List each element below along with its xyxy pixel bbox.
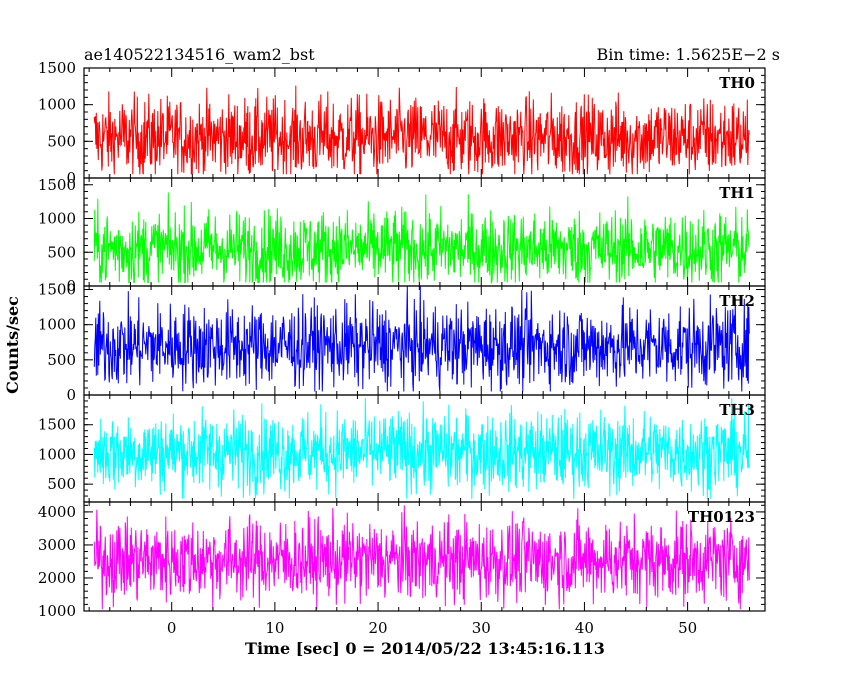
y-tick-label: 0 [66,277,76,295]
x-axis-label: Time [sec] 0 = 2014/05/22 13:45:16.113 [245,639,605,658]
panel-label-th2: TH2 [719,292,755,310]
x-tick-label: 40 [575,619,594,637]
x-tick-label: 30 [472,619,491,637]
y-tick-label: 500 [47,132,76,150]
y-tick-label: 0 [66,386,76,404]
panel-th0123: 1000 2000 3000 4000 TH0123 [38,501,766,620]
panel-frame [83,501,766,612]
y-tick-label: 1500 [38,59,76,77]
series-th1 [93,192,750,284]
y-tick-label: 500 [47,351,76,369]
panel-label-th3: TH3 [719,401,755,419]
panel-label-th1: TH1 [719,184,755,202]
x-tick-label: 0 [167,619,177,637]
panel-th1: 0 500 1000 1500 TH1 [38,176,766,295]
x-axis: 0 10 20 30 40 50 [167,619,697,637]
y-tick-label: 1500 [38,176,76,194]
panel-th2: 0 500 1000 1500 TH2 [38,281,766,404]
series-th3 [93,397,750,500]
bin-time-label: Bin time: 1.5625E−2 s [597,45,780,64]
y-tick-label: 0 [66,169,76,187]
y-tick-label: 1500 [38,416,76,434]
x-tick-label: 50 [678,619,697,637]
panels-group: 0 500 1000 1500 TH0 0 500 1000 1500 TH1 0 500 1000 15… [38,59,766,620]
y-axis-label: Counts/sec [3,296,22,394]
y-tick-label: 1000 [38,96,76,114]
x-tick-label: 20 [369,619,388,637]
chart-title: ae140522134516_wam2_bst [84,45,315,64]
panel-label-th0123: TH0123 [688,508,755,526]
x-tick-label: 10 [265,619,284,637]
y-tick-label: 2000 [38,569,76,587]
y-tick-label: 1000 [38,210,76,228]
y-tick-label: 500 [47,243,76,261]
y-tick-label: 4000 [38,503,76,521]
panel-th0: 0 500 1000 1500 TH0 [38,59,766,187]
y-tick-label: 1000 [38,602,76,620]
panel-th3: 500 1000 1500 TH3 [38,394,766,503]
y-tick-label: 3000 [38,536,76,554]
series-th2 [93,285,750,392]
y-tick-label: 1500 [38,281,76,299]
y-tick-label: 1000 [38,316,76,334]
series-th0 [93,85,750,175]
y-tick-label: 1000 [38,445,76,463]
panel-label-th0: TH0 [719,74,755,92]
y-tick-label: 500 [47,475,76,493]
series-th0123 [93,505,750,610]
